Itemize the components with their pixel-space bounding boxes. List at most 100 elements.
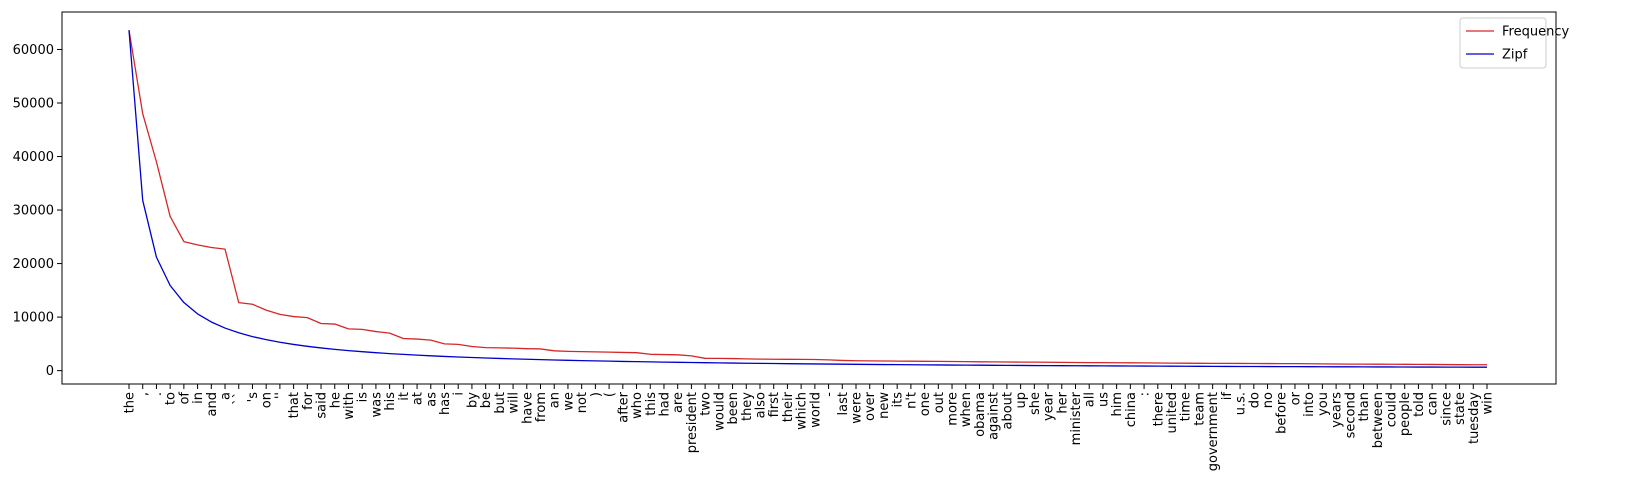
x-tick-label: minister bbox=[1069, 391, 1084, 445]
x-tick-label: were bbox=[850, 392, 865, 424]
x-tick-label: into bbox=[1302, 392, 1317, 417]
x-tick-label: her bbox=[1055, 391, 1070, 413]
series-line-frequency bbox=[128, 30, 1488, 366]
x-tick-label: more bbox=[946, 392, 961, 426]
x-tick-label: to bbox=[164, 392, 179, 405]
x-tick-label: we bbox=[561, 392, 576, 411]
x-tick-label: u.s. bbox=[1234, 392, 1249, 415]
x-tick-label: who bbox=[630, 392, 645, 419]
x-tick-label: said bbox=[315, 392, 330, 419]
x-tick-label: in bbox=[191, 392, 206, 404]
x-tick-label: which bbox=[795, 392, 810, 430]
x-tick-label: second bbox=[1343, 392, 1358, 438]
x-tick-label: president bbox=[685, 392, 700, 453]
x-tick-label: with bbox=[342, 392, 357, 420]
plot-frame bbox=[61, 11, 1557, 385]
x-tick-label: he bbox=[328, 392, 343, 408]
y-tick-label: 30000 bbox=[13, 204, 54, 219]
legend-label-frequency: Frequency bbox=[1502, 25, 1569, 40]
x-tick-label: government bbox=[1206, 392, 1221, 471]
x-tick-label: `` bbox=[232, 392, 247, 405]
x-tick-label: has bbox=[438, 392, 453, 415]
x-tick-label: against bbox=[987, 392, 1002, 440]
series-line-zipf bbox=[128, 30, 1488, 368]
x-tick-label: there bbox=[1151, 392, 1166, 426]
x-tick-label: a bbox=[219, 392, 234, 400]
x-tick-label: if bbox=[1220, 392, 1235, 401]
x-tick-label: china bbox=[1124, 392, 1139, 427]
x-tick-label: united bbox=[1165, 392, 1180, 433]
y-tick-label: 0 bbox=[46, 364, 54, 379]
x-tick-label: his bbox=[383, 392, 398, 411]
x-tick-label: over bbox=[863, 391, 878, 421]
x-tick-label: first bbox=[767, 392, 782, 417]
x-tick-label: i bbox=[452, 392, 467, 396]
x-tick-label: ( bbox=[603, 392, 618, 397]
x-tick-label: also bbox=[753, 392, 768, 418]
x-tick-label: out bbox=[932, 392, 947, 413]
x-tick-label: the bbox=[123, 392, 138, 413]
x-tick-label: that bbox=[287, 392, 302, 418]
x-tick-label: been bbox=[726, 392, 741, 425]
x-tick-label: last bbox=[836, 392, 851, 415]
x-tick-label: at bbox=[411, 392, 426, 405]
x-tick-label: from bbox=[534, 392, 549, 422]
y-tick-label: 50000 bbox=[13, 96, 54, 111]
x-tick-label: state bbox=[1453, 392, 1468, 425]
x-tick-label: before bbox=[1275, 392, 1290, 434]
x-tick-label: of bbox=[177, 392, 192, 405]
x-tick-label: '' bbox=[273, 392, 288, 399]
x-tick-label: their bbox=[781, 391, 796, 422]
y-tick-label: 40000 bbox=[13, 150, 54, 165]
x-tick-label: are bbox=[671, 392, 686, 413]
x-tick-label: ) bbox=[589, 392, 604, 397]
x-tick-label: about bbox=[1000, 392, 1015, 430]
x-tick-label: or bbox=[1288, 391, 1303, 405]
x-tick-label: . bbox=[150, 392, 165, 396]
x-tick-label: can bbox=[1426, 392, 1441, 415]
x-tick-label: had bbox=[657, 392, 672, 416]
x-tick-label: obama bbox=[973, 392, 988, 437]
legend: Frequency Zipf bbox=[1459, 17, 1569, 69]
x-tick-label: when bbox=[959, 392, 974, 427]
x-tick-label: : bbox=[1138, 392, 1153, 396]
x-tick-label: than bbox=[1357, 392, 1372, 422]
x-tick-label: and bbox=[205, 392, 220, 416]
x-tick-label: him bbox=[1110, 392, 1125, 417]
x-tick-label: world bbox=[808, 392, 823, 428]
x-tick-label: this bbox=[644, 392, 659, 416]
x-tick-label: was bbox=[369, 392, 384, 418]
x-tick-label: not bbox=[575, 392, 590, 413]
x-tick-label: would bbox=[712, 392, 727, 431]
x-tick-label: team bbox=[1192, 392, 1207, 426]
x-tick-label: it bbox=[397, 392, 412, 401]
x-tick-label: tuesday bbox=[1467, 392, 1482, 444]
y-axis: 0 10000 20000 30000 40000 50000 60000 bbox=[13, 43, 62, 379]
x-tick-label: its bbox=[891, 392, 906, 408]
x-tick-label: year bbox=[1042, 391, 1057, 421]
legend-label-zipf: Zipf bbox=[1502, 48, 1528, 63]
x-tick-label: have bbox=[520, 392, 535, 424]
y-tick-label: 10000 bbox=[13, 311, 54, 326]
x-tick-label: win bbox=[1481, 392, 1496, 414]
plot-area bbox=[61, 11, 1557, 385]
x-tick-label: years bbox=[1330, 392, 1345, 428]
x-tick-label: as bbox=[424, 392, 439, 407]
x-tick-label: will bbox=[507, 392, 522, 413]
x-tick-label: is bbox=[356, 392, 371, 403]
x-tick-label: us bbox=[1096, 392, 1111, 407]
x-tick-label: an bbox=[548, 392, 563, 408]
x-tick-label: she bbox=[1028, 392, 1043, 415]
x-axis: the,.toofinanda``'son''thatforsaidhewith… bbox=[123, 384, 1496, 471]
series-layer bbox=[128, 30, 1488, 368]
x-tick-label: between bbox=[1371, 392, 1386, 448]
x-tick-label: do bbox=[1247, 392, 1262, 408]
x-tick-label: they bbox=[740, 392, 755, 421]
x-tick-label: all bbox=[1083, 392, 1098, 407]
x-tick-label: time bbox=[1179, 392, 1194, 421]
x-tick-label: you bbox=[1316, 392, 1331, 416]
x-tick-label: two bbox=[699, 392, 714, 416]
x-tick-label: , bbox=[136, 392, 151, 396]
x-tick-label: but bbox=[493, 392, 508, 414]
